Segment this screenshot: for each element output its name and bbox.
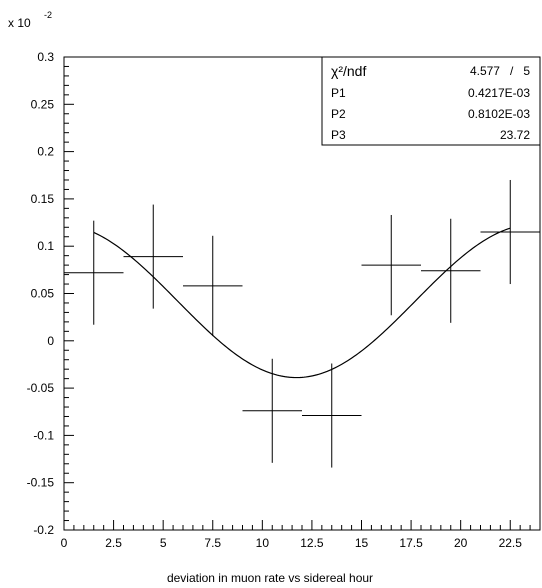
stats-p1-label: P1	[331, 86, 346, 100]
y-axis: -0.2 -0.15 -0.1 -0.05 0 0.05 0.1 0.15 0.2 0.25 0.3	[27, 50, 74, 537]
x-tick-label: 5	[160, 536, 167, 550]
stats-p2-value: 0.8102E-03	[468, 107, 530, 121]
stats-chi2-label: χ²/ndf	[331, 63, 366, 79]
y-tick-label: 0.25	[31, 97, 55, 111]
y-tick-label: -0.15	[27, 476, 55, 490]
y-tick-label: 0.1	[37, 239, 54, 253]
stats-p3-label: P3	[331, 128, 346, 142]
fit-curve-layer	[93, 227, 511, 379]
fit-curve	[93, 227, 511, 379]
x-tick-label: 12.5	[300, 536, 324, 550]
stats-p1-value: 0.4217E-03	[468, 86, 530, 100]
y-tick-label: 0.15	[31, 192, 55, 206]
stats-box-frame	[321, 56, 541, 146]
x-tick-label: 10	[256, 536, 270, 550]
y-tick-label: 0.05	[31, 287, 55, 301]
x-axis-title: deviation in muon rate vs sidereal hour	[167, 571, 373, 585]
y-tick-label: -0.1	[33, 428, 54, 442]
x-tick-label: 7.5	[204, 536, 221, 550]
y-tick-label: 0	[47, 334, 54, 348]
y-multiplier-exponent: -2	[44, 10, 52, 20]
x-tick-label: 2.5	[105, 536, 122, 550]
x-tick-label: 22.5	[499, 536, 523, 550]
y-tick-label: -0.2	[33, 523, 54, 537]
stats-box: χ²/ndf 4.577 / 5 P1 0.4217E-03 P2 0.8102…	[321, 56, 541, 146]
y-multiplier-label: x 10	[8, 16, 31, 30]
y-tick-label: -0.05	[27, 381, 55, 395]
x-tick-label: 20	[454, 536, 468, 550]
stats-chi2-value: 4.577 / 5	[470, 64, 530, 78]
y-tick-label: 0.2	[37, 145, 54, 159]
y-tick-label: 0.3	[37, 50, 54, 64]
x-tick-label: 0	[61, 536, 68, 550]
x-axis: 0 2.5 5 7.5 10 12.5 15 17.5 20 22.5	[61, 520, 541, 550]
stats-p3-value: 23.72	[500, 128, 530, 142]
stats-p2-label: P2	[331, 107, 346, 121]
x-tick-label: 17.5	[399, 536, 423, 550]
data-points-layer	[64, 179, 540, 468]
x-tick-label: 15	[355, 536, 369, 550]
